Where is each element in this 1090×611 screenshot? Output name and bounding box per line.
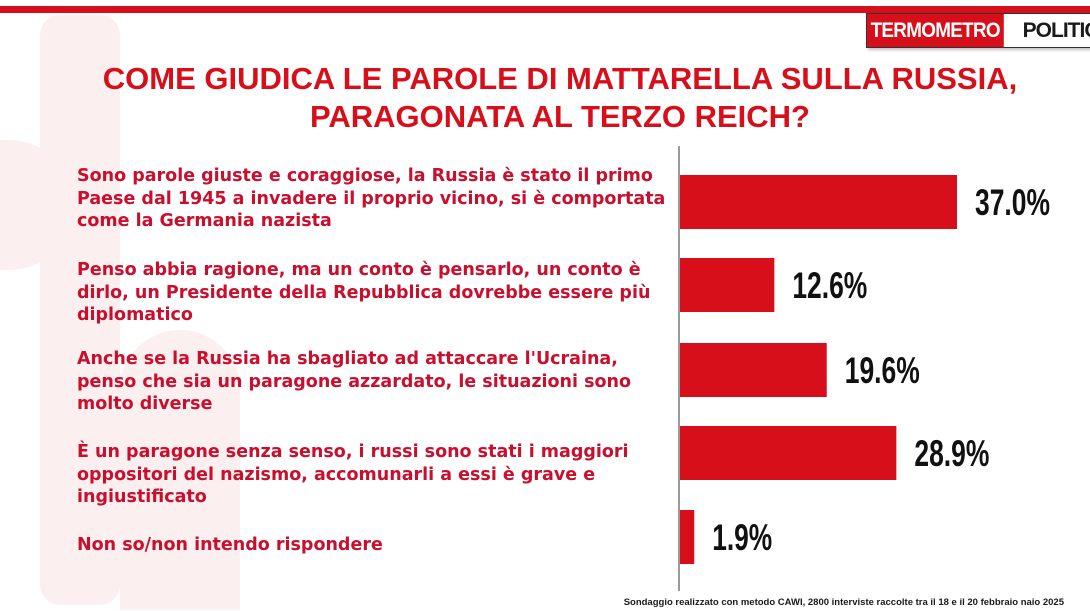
chart-axis-line (678, 146, 680, 591)
logo-part-1: TERMOMETRO (867, 14, 1004, 47)
background-decoration (120, 330, 240, 610)
bar-value-label: 37.0% (975, 182, 1050, 223)
bar (680, 175, 957, 229)
bar-value-label: 28.9% (914, 433, 989, 474)
bar (680, 426, 897, 480)
chart-title: COME GIUDICA LE PAROLE DI MATTARELLA SUL… (102, 61, 1018, 134)
bar (680, 510, 695, 564)
bar-value-label: 1.9% (712, 517, 772, 558)
background-decoration (40, 15, 120, 605)
bar (680, 258, 775, 312)
category-label: Anche se la Russia ha sbagliato ad attac… (77, 349, 632, 414)
category-label: Non so/non intendo rispondere (77, 535, 383, 555)
category-label: È un paragone senza senso, i russi sono … (77, 442, 629, 507)
category-label: Sono parole giuste e coraggiose, la Russ… (77, 166, 666, 231)
category-label: Penso abbia ragione, ma un conto è pensa… (77, 260, 651, 325)
bar-value-label: 19.6% (845, 350, 920, 391)
survey-footnote: Sondaggio realizzato con metodo CAWI, 28… (623, 597, 1064, 608)
top-accent-bar (0, 6, 1090, 13)
bar-value-label: 12.6% (792, 265, 867, 306)
bar (680, 343, 827, 397)
